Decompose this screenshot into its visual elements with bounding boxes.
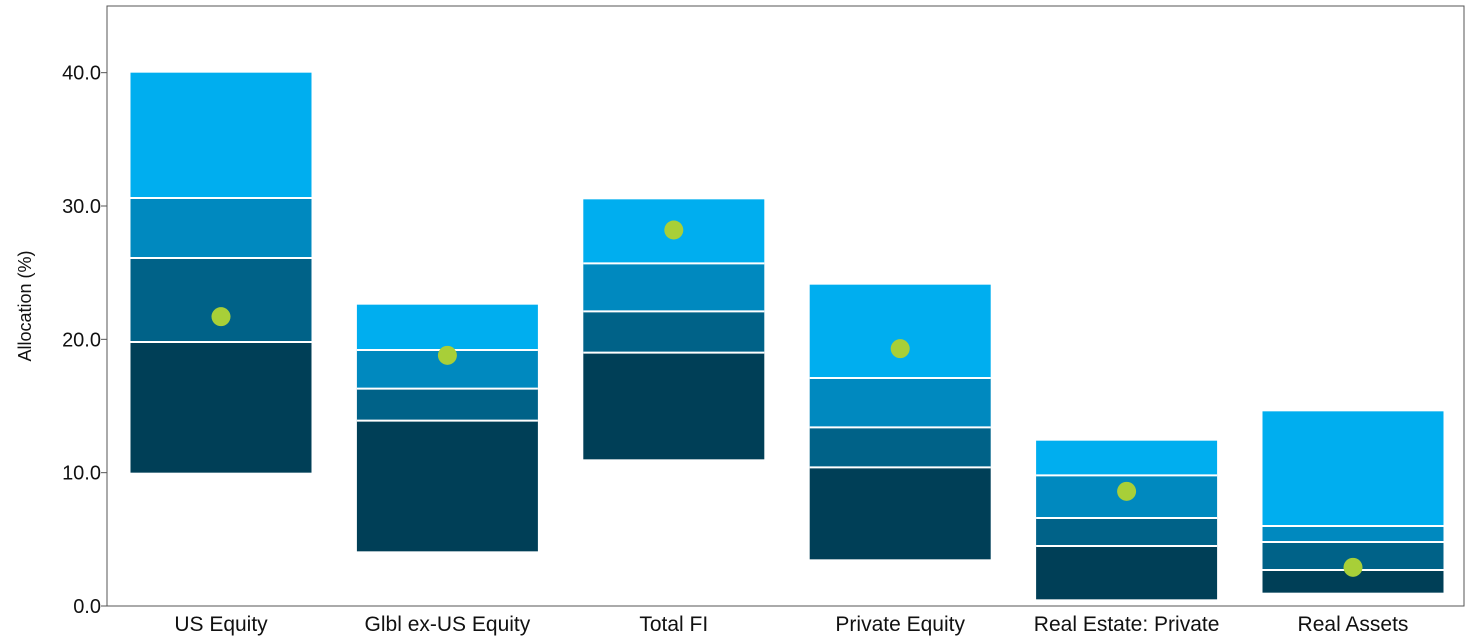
y-tick-label: 30.0 [62,196,101,218]
bar-segment-4 [1262,411,1444,526]
allocation-point [1117,481,1137,501]
bar-segment-3 [809,378,991,428]
y-tick-label: 40.0 [62,63,101,85]
bar-segment-1 [130,342,312,473]
bar-segment-2 [356,388,538,421]
bars-group [130,72,1444,600]
y-tick-label: 10.0 [62,463,101,485]
bar-segment-1 [356,420,538,552]
bar-segment-1 [583,352,765,460]
allocation-point [890,339,910,359]
bar-segment-3 [1262,526,1444,542]
bar-segment-1 [809,467,991,560]
bar-segment-2 [809,427,991,468]
x-category-label: US Equity [174,613,268,636]
y-axis-title: Allocation (%) [15,250,35,361]
x-category-label: Real Estate: Private [1034,613,1220,636]
bar-segment-4 [356,304,538,350]
x-category-label: Glbl ex-US Equity [365,613,531,636]
x-axis-labels: US Equity Glbl ex-US Equity Total FI Privat… [174,613,1408,636]
allocation-point [664,220,684,240]
y-tick-label: 0.0 [73,596,101,618]
plot-area [106,5,1465,607]
points-group [211,220,1363,577]
bar-segment-1 [1262,570,1444,593]
x-category-label: Real Assets [1298,613,1409,636]
bar-segment-1 [1036,546,1218,600]
x-category-label: Private Equity [835,613,965,636]
allocation-point [437,345,457,365]
allocation-point [211,307,231,327]
bar-segment-4 [130,72,312,198]
bar-segment-3 [583,263,765,312]
allocation-point [1343,557,1363,577]
bar-segment-4 [1036,440,1218,476]
bar-segment-3 [130,198,312,258]
x-category-label: Total FI [639,613,708,636]
y-axis: 0.0 10.0 20.0 30.0 40.0 [62,63,107,618]
bar-segment-2 [583,311,765,353]
bar-segment-4 [809,284,991,378]
bar-segment-2 [1036,518,1218,546]
y-tick-label: 20.0 [62,329,101,351]
bar-segment-2 [130,258,312,342]
